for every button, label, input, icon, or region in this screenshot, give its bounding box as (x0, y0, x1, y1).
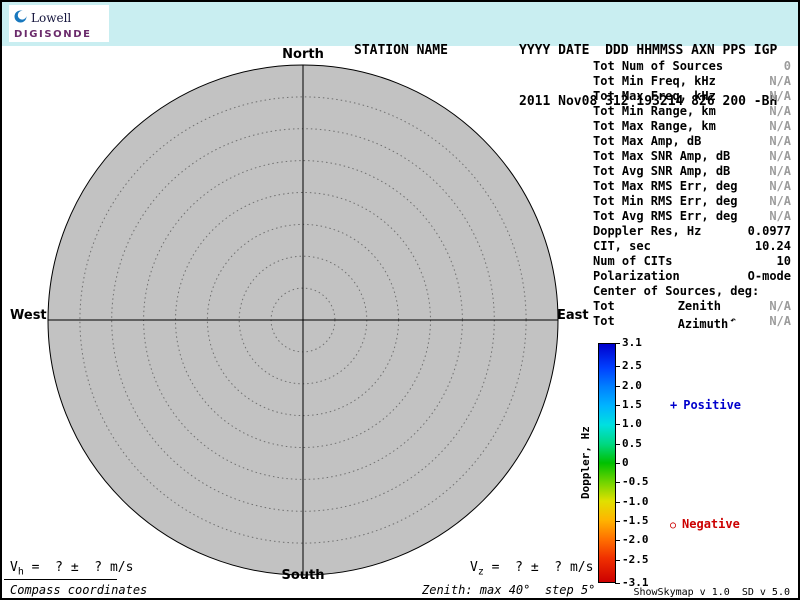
legend-positive-label: Positive (683, 398, 742, 412)
legend-positive: + Positive (670, 398, 741, 412)
stat-label: Doppler Res, Hz (593, 224, 702, 238)
stat-value: 0.0977 (747, 224, 791, 238)
stat-row: Tot Max Range, km N/A (593, 119, 791, 134)
colorbar-tick: -3.1 (615, 576, 664, 590)
colorbar-tick: -1.5 (615, 514, 664, 528)
colorbar-tick: 1.5 (615, 398, 664, 412)
stat-label: Tot Max SNR Amp, dB (593, 149, 731, 163)
stat-label: Tot Max Range, km (593, 119, 716, 133)
stat-value: N/A (769, 104, 791, 118)
coordinates-note: Compass coordinates (10, 583, 148, 597)
stat-value: 10 (776, 254, 791, 268)
colorbar-axis-title: Doppler, Hz (579, 426, 592, 500)
zenith-scale-note: Zenith: max 40° step 5° (422, 583, 596, 597)
digisonde-swirl-icon (14, 8, 27, 27)
stat-value: N/A (769, 119, 791, 133)
horizontal-velocity-readout: Vh = ? ± ? m/s (10, 560, 134, 578)
stat-label: CIT, sec (593, 239, 651, 253)
plus-icon: + (670, 398, 678, 412)
colorbar-tick: 0.5 (615, 437, 664, 451)
stat-row: Tot Avg RMS Err, deg N/A (593, 209, 791, 224)
compass-label-west: West (10, 308, 47, 323)
vertical-velocity-readout: Vz = ? ± ? m/s (470, 560, 594, 578)
stat-row: Tot Max Freq, kHz N/A (593, 89, 791, 104)
lowell-digisonde-logo: Lowell DIGISONDE (9, 5, 109, 42)
stat-mid-label: Zenith (677, 299, 722, 313)
stat-label: Tot Min Freq, kHz (593, 74, 716, 88)
stat-label: Tot Max Freq, kHz (593, 89, 716, 103)
stat-label: Tot Min RMS Err, deg (593, 194, 738, 208)
colorbar-tick: -2.5 (615, 553, 664, 567)
circle-icon: ○ (670, 520, 677, 531)
stat-value: N/A (769, 299, 791, 313)
colorbar-tick: 3.1 (615, 336, 664, 350)
stat-value: N/A (769, 164, 791, 178)
logo-digisonde-text: DIGISONDE (14, 29, 92, 40)
colorbar-tick: 1.0 (615, 417, 664, 431)
stat-row: Num of CITs 10 (593, 254, 791, 269)
compass-label-east: East (557, 308, 589, 323)
stat-label: Tot Max Amp, dB (593, 134, 702, 148)
header-bar: Lowell DIGISONDE STATION NAME Qaanaaq YY… (2, 2, 798, 109)
stat-value: O-mode (747, 269, 791, 283)
stat-label: Polarization (593, 269, 680, 283)
skymap-polar-plot (47, 64, 559, 576)
stat-row: Tot Max Amp, dB N/A (593, 134, 791, 149)
rotation-arrow-icon: ↶ (730, 316, 736, 326)
stat-row: Tot Max RMS Err, deg N/A (593, 179, 791, 194)
stat-label: Tot (593, 299, 615, 313)
statistics-panel: Tot Num of Sources 0 Tot Min Freq, kHz N/A… (593, 59, 791, 331)
station-name-label: STATION NAME (354, 43, 448, 58)
stat-value: N/A (769, 74, 791, 88)
colorbar-tick: 0 (615, 456, 664, 470)
stat-value: N/A (769, 149, 791, 163)
stat-value: 0 (783, 59, 791, 73)
compass-label-south: South (281, 568, 325, 583)
logo-lowell-text: Lowell (31, 10, 72, 25)
timestamp-block: YYYY DATE DDD HHMMSS AXN PPS IGP 2011 No… (519, 8, 777, 144)
stat-value: N/A (769, 134, 791, 148)
compass-label-north: North (282, 47, 324, 62)
stat-row: Doppler Res, Hz 0.0977 (593, 224, 791, 239)
stat-value: N/A (769, 314, 791, 328)
stat-value: N/A (769, 209, 791, 223)
stat-label: Tot Avg RMS Err, deg (593, 209, 738, 223)
timestamp-fields-label: YYYY DATE DDD HHMMSS AXN PPS IGP (519, 43, 778, 58)
stat-row: Tot Min Range, km N/A (593, 104, 791, 119)
stat-value: N/A (769, 194, 791, 208)
stat-label: Tot (593, 314, 615, 328)
colorbar-tick: 2.5 (615, 359, 664, 373)
stat-label: Tot Avg SNR Amp, dB (593, 164, 731, 178)
stat-label: Tot Num of Sources (593, 59, 724, 73)
footer-separator-line (4, 579, 117, 580)
stat-row-azimuth: Tot Azimuth ↶ N/A (593, 314, 791, 331)
stat-label: Num of CITs (593, 254, 673, 268)
stat-row: Polarization O-mode (593, 269, 791, 284)
stat-row: CIT, sec 10.24 (593, 239, 791, 254)
stat-row: Tot Avg SNR Amp, dB N/A (593, 164, 791, 179)
colorbar-tick: -0.5 (615, 475, 664, 489)
colorbar-tick: -2.0 (615, 533, 664, 547)
colorbar-tick: -1.0 (615, 495, 664, 509)
stat-mid-label: Azimuth ↶ (677, 316, 736, 331)
timestamp-fields-value: 2011 Nov08 312 193214 826 200 -BH (519, 94, 778, 109)
stat-row: Tot Min RMS Err, deg N/A (593, 194, 791, 209)
stat-label: Tot Min Range, km (593, 104, 716, 118)
legend-negative-label: Negative (682, 517, 740, 531)
stat-row: Tot Min Freq, kHz N/A (593, 74, 791, 89)
stat-row-zenith: Tot Zenith N/A (593, 299, 791, 314)
stat-value: N/A (769, 89, 791, 103)
stat-row: Tot Num of Sources 0 (593, 59, 791, 74)
stat-value: 10.24 (754, 239, 791, 253)
stat-label: Tot Max RMS Err, deg (593, 179, 738, 193)
doppler-colorbar (598, 343, 616, 583)
colorbar-tick: 2.0 (615, 379, 664, 393)
legend-negative: ○ Negative (670, 517, 740, 531)
stat-row: Tot Max SNR Amp, dB N/A (593, 149, 791, 164)
app-version-text: ShowSkymap v 1.0 SD v 5.0 (633, 587, 790, 598)
center-of-sources-header: Center of Sources, deg: (593, 284, 760, 298)
stat-value: N/A (769, 179, 791, 193)
